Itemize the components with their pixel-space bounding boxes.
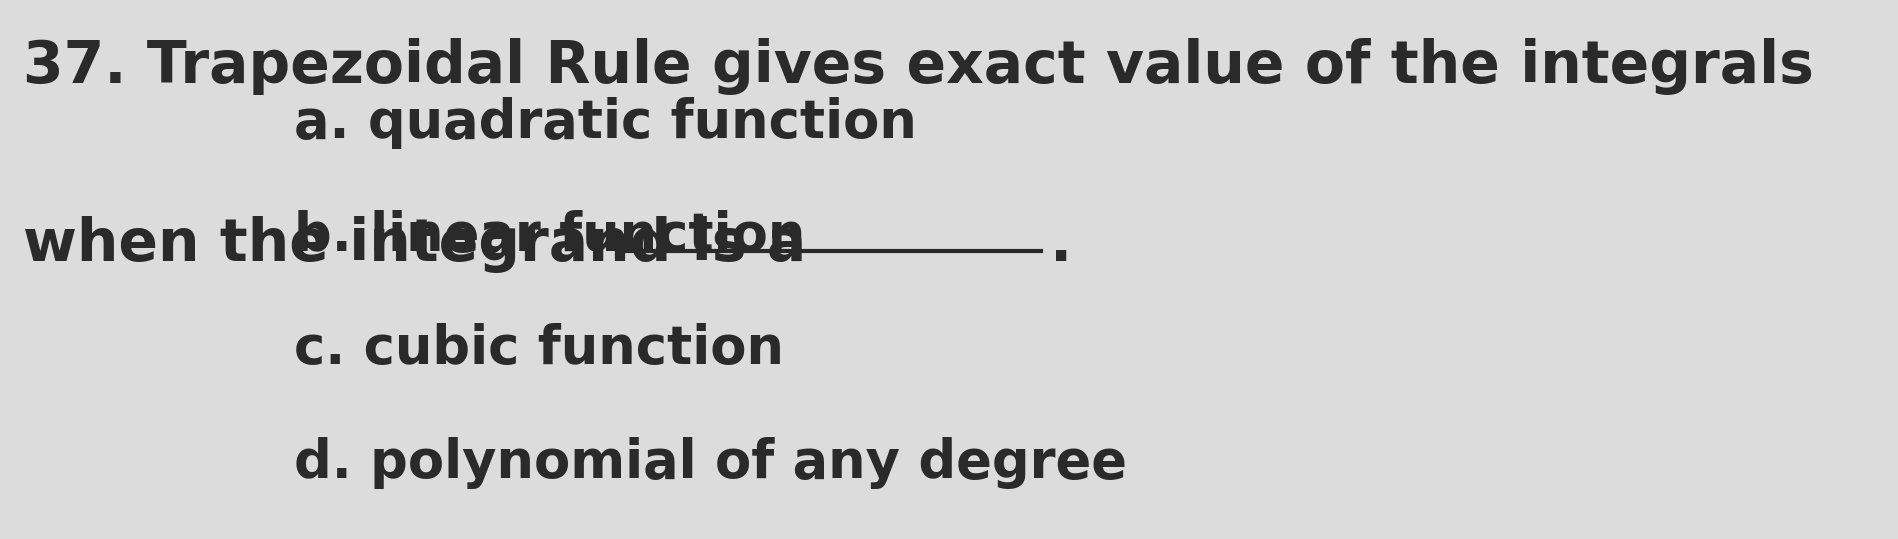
- Text: .: .: [1050, 216, 1072, 273]
- Text: d. polynomial of any degree: d. polynomial of any degree: [294, 437, 1127, 488]
- Text: c. cubic function: c. cubic function: [294, 323, 784, 375]
- Text: when the integrand is a: when the integrand is a: [23, 216, 805, 273]
- Text: b. linear function: b. linear function: [294, 210, 805, 262]
- Text: a. quadratic function: a. quadratic function: [294, 97, 917, 149]
- Text: 37. Trapezoidal Rule gives exact value of the integrals: 37. Trapezoidal Rule gives exact value o…: [23, 38, 1813, 95]
